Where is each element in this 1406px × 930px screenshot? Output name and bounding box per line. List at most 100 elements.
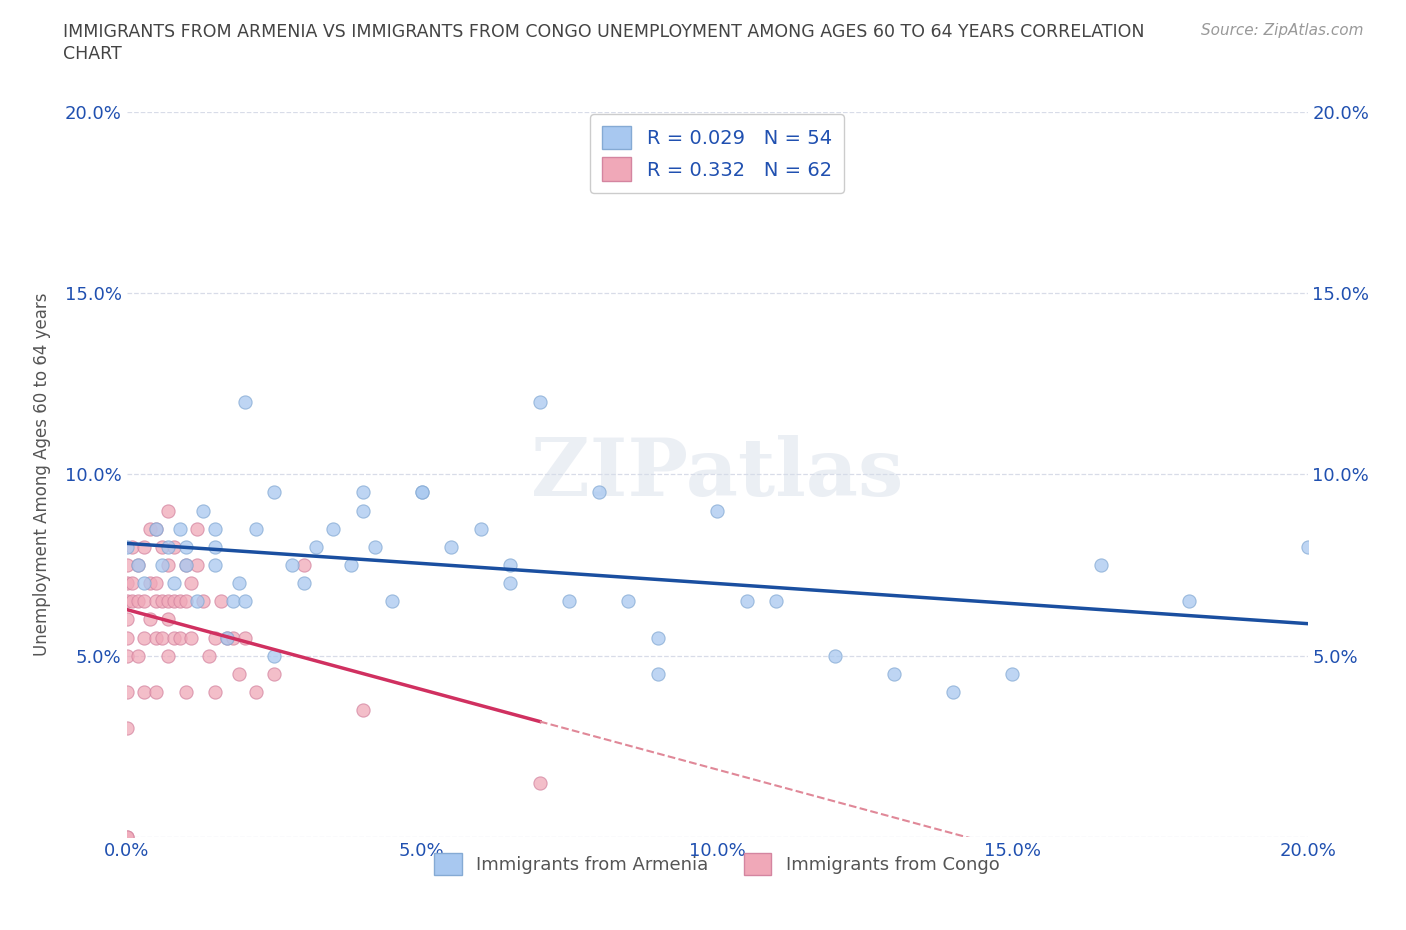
Point [706, 503, 728, 518]
Point [263, 485, 285, 500]
Point [134, 576, 156, 591]
Point [193, 594, 215, 609]
Point [174, 684, 197, 699]
Point [352, 485, 374, 500]
Point [204, 684, 226, 699]
Legend: Immigrants from Armenia, Immigrants from Congo: Immigrants from Armenia, Immigrants from… [427, 846, 1007, 883]
Point [139, 576, 162, 591]
Point [245, 521, 267, 536]
Point [228, 576, 250, 591]
Point [186, 558, 208, 573]
Point [145, 631, 167, 645]
Point [134, 539, 156, 554]
Point [222, 631, 245, 645]
Point [765, 594, 787, 609]
Point [204, 521, 226, 536]
Point [174, 594, 197, 609]
Point [204, 539, 226, 554]
Point [174, 558, 197, 573]
Point [150, 594, 173, 609]
Point [233, 594, 256, 609]
Point [145, 521, 167, 536]
Point [193, 503, 215, 518]
Point [340, 558, 363, 573]
Point [942, 684, 965, 699]
Point [322, 521, 344, 536]
Point [245, 684, 267, 699]
Point [883, 667, 905, 682]
Point [150, 539, 173, 554]
Point [233, 394, 256, 409]
Point [470, 521, 492, 536]
Point [169, 594, 191, 609]
Point [139, 612, 162, 627]
Point [263, 648, 285, 663]
Point [588, 485, 610, 500]
Point [499, 576, 522, 591]
Point [127, 594, 149, 609]
Point [121, 594, 143, 609]
Point [163, 576, 186, 591]
Point [156, 612, 179, 627]
Point [292, 576, 315, 591]
Point [529, 394, 551, 409]
Point [222, 594, 245, 609]
Point [115, 684, 138, 699]
Point [134, 631, 156, 645]
Point [824, 648, 846, 663]
Point [156, 503, 179, 518]
Point [127, 558, 149, 573]
Point [127, 558, 149, 573]
Y-axis label: Unemployment Among Ages 60 to 64 years: Unemployment Among Ages 60 to 64 years [32, 293, 51, 656]
Point [198, 648, 221, 663]
Point [363, 539, 385, 554]
Point [145, 576, 167, 591]
Point [281, 558, 304, 573]
Point [163, 631, 186, 645]
Point [156, 558, 179, 573]
Text: CHART: CHART [63, 45, 122, 62]
Point [1001, 667, 1024, 682]
Point [145, 521, 167, 536]
Point [263, 667, 285, 682]
Point [163, 594, 186, 609]
Point [180, 576, 202, 591]
Point [115, 830, 138, 844]
Point [169, 521, 191, 536]
Point [304, 539, 326, 554]
Point [209, 594, 232, 609]
Point [115, 539, 138, 554]
Text: Source: ZipAtlas.com: Source: ZipAtlas.com [1201, 23, 1364, 38]
Point [115, 558, 138, 573]
Point [174, 558, 197, 573]
Point [121, 576, 143, 591]
Point [529, 776, 551, 790]
Point [735, 594, 758, 609]
Point [233, 631, 256, 645]
Point [115, 576, 138, 591]
Point [228, 667, 250, 682]
Point [115, 594, 138, 609]
Point [1178, 594, 1201, 609]
Point [169, 631, 191, 645]
Point [381, 594, 404, 609]
Point [150, 631, 173, 645]
Point [292, 558, 315, 573]
Text: IMMIGRANTS FROM ARMENIA VS IMMIGRANTS FROM CONGO UNEMPLOYMENT AMONG AGES 60 TO 6: IMMIGRANTS FROM ARMENIA VS IMMIGRANTS FR… [63, 23, 1144, 41]
Point [115, 631, 138, 645]
Point [558, 594, 581, 609]
Point [134, 684, 156, 699]
Point [139, 521, 162, 536]
Point [440, 539, 463, 554]
Point [1296, 539, 1319, 554]
Point [352, 703, 374, 718]
Point [115, 721, 138, 736]
Point [617, 594, 640, 609]
Point [647, 667, 669, 682]
Point [204, 558, 226, 573]
Point [174, 539, 197, 554]
Point [121, 539, 143, 554]
Point [115, 612, 138, 627]
Point [115, 830, 138, 844]
Point [150, 558, 173, 573]
